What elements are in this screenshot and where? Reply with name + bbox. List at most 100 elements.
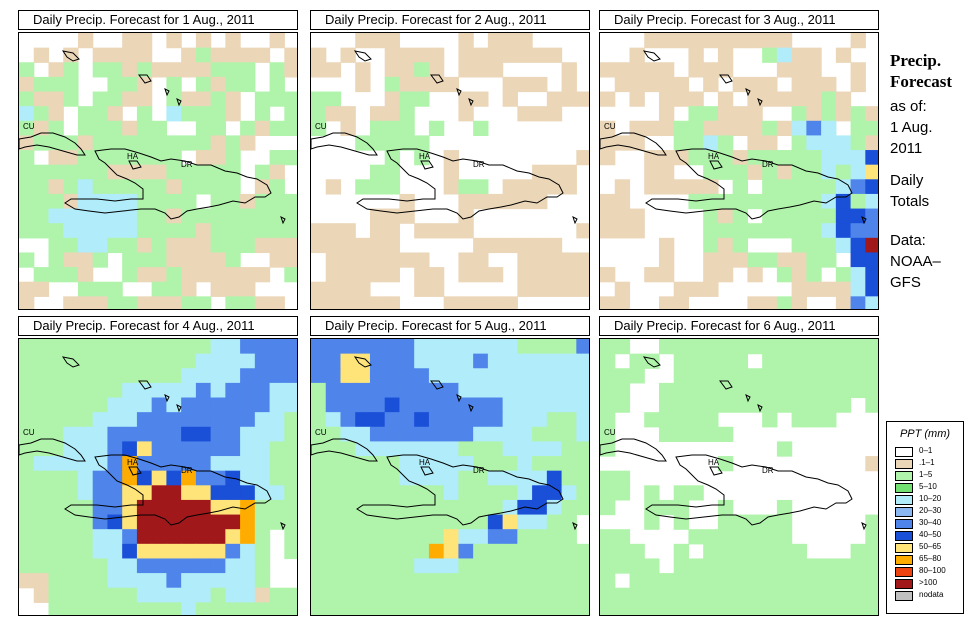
precip-cell: [532, 47, 548, 63]
precip-cell: [399, 135, 415, 151]
precip-cell: [487, 368, 504, 384]
precip-cell: [92, 339, 109, 355]
precip-cell: [791, 543, 807, 560]
precip-cell: [762, 164, 778, 180]
precip-cell: [311, 120, 327, 137]
precip-cell: [107, 412, 123, 428]
precip-cell: [210, 558, 226, 574]
precip-cell: [458, 456, 474, 472]
precip-cell: [673, 412, 690, 428]
precip-cell: [776, 47, 793, 63]
precip-cell: [850, 353, 866, 369]
precip-cell: [225, 368, 241, 384]
precip-cell: [225, 587, 241, 603]
precip-cell: [369, 120, 386, 137]
precip-cell: [443, 353, 459, 369]
precip-cell: [732, 397, 748, 413]
precip-cell: [269, 120, 285, 137]
precip-cell: [502, 33, 518, 49]
precip-cell: [776, 296, 793, 309]
precip-cell: [77, 397, 94, 413]
precip-cell: [487, 382, 504, 399]
precip-cell: [600, 223, 616, 239]
precip-cell: [747, 368, 763, 384]
precip-cell: [732, 223, 748, 239]
precip-cell: [48, 62, 64, 78]
precip-cell: [33, 382, 50, 399]
precip-cell: [776, 91, 793, 107]
precip-cell: [850, 135, 866, 151]
precip-cell: [325, 296, 342, 309]
precip-cell: [428, 267, 445, 283]
precip-cell: [806, 150, 822, 166]
precip-cell: [355, 441, 371, 457]
precip-cell: [195, 558, 212, 574]
precip-cell: [458, 193, 474, 210]
precip-cell: [19, 412, 35, 428]
precip-cell: [732, 353, 748, 369]
precip-cell: [791, 62, 807, 78]
precip-cell: [644, 602, 660, 615]
precip-cell: [254, 397, 271, 413]
precip-cell: [791, 368, 807, 384]
precip-cell: [703, 33, 719, 49]
precip-cell: [428, 281, 445, 297]
precip-cell: [673, 281, 690, 297]
asof-label: as of:: [890, 98, 927, 115]
precip-cell: [240, 397, 256, 413]
precip-cell: [399, 252, 415, 268]
precip-cell: [195, 485, 212, 501]
precip-cell: [443, 339, 459, 355]
precip-cell: [369, 353, 386, 369]
country-label-ha: HA: [708, 152, 720, 161]
precip-cell: [806, 91, 822, 107]
precip-cell: [600, 150, 616, 166]
precip-cell: [600, 602, 616, 615]
precip-cell: [166, 441, 182, 457]
precip-cell: [458, 382, 474, 399]
legend-swatch: [895, 543, 913, 553]
precip-cell: [576, 602, 589, 615]
precip-cell: [77, 543, 94, 560]
precip-cell: [473, 587, 489, 603]
precip-cell: [269, 397, 285, 413]
precip-cell: [600, 485, 616, 501]
panel-title: Daily Precip. Forecast for 4 Aug., 2011: [18, 316, 298, 336]
precip-cell: [835, 397, 852, 413]
precip-cell: [254, 353, 271, 369]
precip-cell: [48, 426, 64, 443]
precip-cell: [77, 164, 94, 180]
precip-cell: [532, 573, 548, 589]
precip-cell: [673, 397, 690, 413]
precip-cell: [369, 237, 386, 254]
precip-cell: [762, 529, 778, 545]
precip-cell: [254, 514, 271, 530]
precip-cell: [791, 281, 807, 297]
precip-cell: [240, 353, 256, 369]
precip-cell: [195, 412, 212, 428]
precip-cell: [658, 602, 675, 615]
precip-cell: [325, 412, 342, 428]
precip-cell: [576, 587, 589, 603]
precip-cell: [473, 470, 489, 486]
precip-cell: [384, 558, 401, 574]
precip-cell: [776, 353, 793, 369]
precip-cell: [311, 499, 327, 516]
precip-cell: [269, 164, 285, 180]
precip-cell: [762, 412, 778, 428]
precip-cell: [673, 150, 690, 166]
precip-cell: [181, 558, 197, 574]
precip-cell: [658, 382, 675, 399]
precip-cell: [355, 456, 371, 472]
precip-cell: [791, 382, 807, 399]
precip-cell: [703, 193, 719, 210]
precip-cell: [284, 412, 297, 428]
precip-cell: [776, 368, 793, 384]
precip-cell: [63, 543, 79, 560]
precip-cell: [644, 179, 660, 195]
precip-cell: [546, 91, 563, 107]
precip-cell: [806, 106, 822, 122]
precip-cell: [122, 237, 138, 254]
precip-cell: [561, 179, 577, 195]
precip-cell: [225, 296, 241, 309]
